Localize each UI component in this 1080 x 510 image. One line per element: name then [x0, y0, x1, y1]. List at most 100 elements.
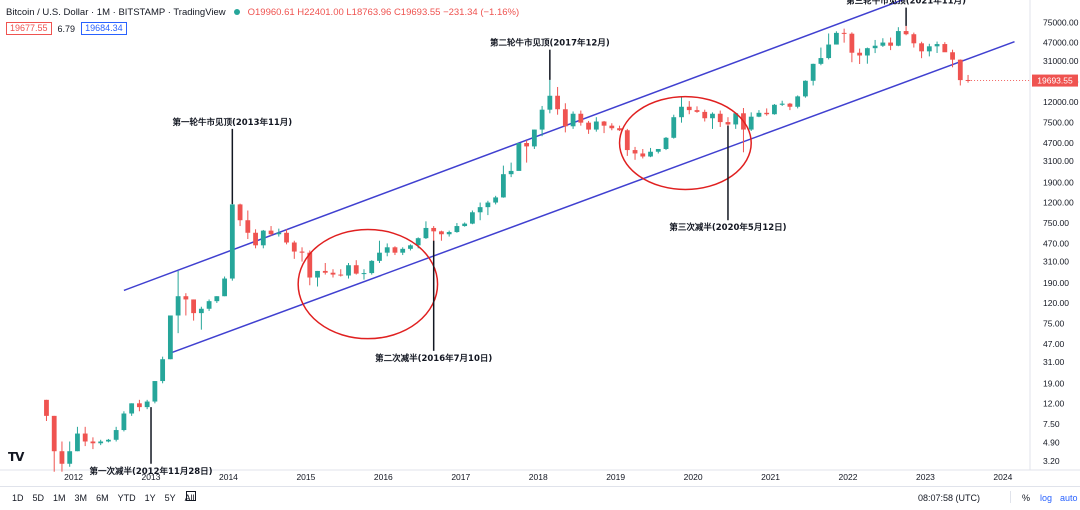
candle-body[interactable]	[686, 106, 692, 111]
candle-body[interactable]	[562, 109, 568, 127]
candle-body[interactable]	[493, 197, 499, 203]
candle-body[interactable]	[516, 143, 522, 171]
candle-body[interactable]	[423, 227, 429, 239]
candle-body[interactable]	[555, 95, 560, 110]
candle-body[interactable]	[330, 272, 336, 275]
candle-body[interactable]	[291, 242, 297, 252]
candle-body[interactable]	[129, 403, 135, 414]
candle-body[interactable]	[98, 441, 104, 444]
candle-body[interactable]	[849, 33, 855, 53]
candle-body[interactable]	[299, 251, 305, 253]
candle-body[interactable]	[531, 129, 537, 147]
candle-body[interactable]	[795, 96, 801, 107]
candle-body[interactable]	[864, 48, 870, 56]
last-price-tag[interactable]	[1032, 74, 1078, 87]
candle-body[interactable]	[400, 248, 406, 253]
candle-body[interactable]	[431, 227, 437, 232]
tradingview-logo[interactable]: 𝗧𝗩	[8, 450, 25, 464]
candle-body[interactable]	[191, 299, 197, 314]
log-scale-button[interactable]: log	[1040, 493, 1053, 503]
highlight-circle[interactable]	[297, 228, 439, 340]
candle-body[interactable]	[415, 238, 421, 246]
candle-body[interactable]	[377, 252, 382, 261]
candle-body[interactable]	[508, 170, 514, 175]
candle-body[interactable]	[214, 296, 220, 302]
price-chart[interactable]: 75000.0047000.0031000.0019000.0012000.00…	[0, 0, 1080, 486]
candle-body[interactable]	[779, 103, 785, 105]
candle-body[interactable]	[315, 270, 320, 278]
candle-body[interactable]	[942, 44, 948, 53]
range-button-ytd[interactable]: YTD	[117, 493, 136, 503]
candle-body[interactable]	[276, 232, 282, 235]
clock-readout[interactable]: 08:07:58 (UTC)	[918, 493, 981, 503]
candle-body[interactable]	[857, 52, 863, 56]
candle-body[interactable]	[640, 153, 646, 157]
candle-body[interactable]	[524, 143, 530, 147]
range-button-1m[interactable]: 1M	[53, 493, 66, 503]
candle-body[interactable]	[919, 43, 924, 52]
candle-body[interactable]	[338, 274, 344, 276]
candle-body[interactable]	[144, 401, 150, 408]
candle-body[interactable]	[903, 31, 909, 35]
candle-body[interactable]	[237, 204, 243, 221]
candle-body[interactable]	[586, 122, 591, 130]
candle-body[interactable]	[803, 80, 808, 97]
candle-body[interactable]	[655, 148, 661, 152]
candle-body[interactable]	[462, 223, 468, 227]
candle-body[interactable]	[826, 44, 832, 59]
candle-body[interactable]	[408, 245, 413, 249]
candle-body[interactable]	[152, 381, 158, 402]
candle-body[interactable]	[934, 44, 940, 47]
candle-body[interactable]	[183, 296, 189, 300]
candle-body[interactable]	[717, 113, 723, 123]
candle-body[interactable]	[90, 441, 96, 444]
candle-body[interactable]	[369, 260, 375, 274]
candle-body[interactable]	[82, 433, 88, 442]
percent-scale-button[interactable]: %	[1022, 493, 1031, 503]
candle-body[interactable]	[206, 301, 212, 309]
candle-body[interactable]	[725, 122, 731, 125]
range-button-all[interactable]: All	[184, 493, 195, 503]
candle-body[interactable]	[113, 430, 119, 440]
candle-body[interactable]	[439, 231, 444, 235]
candle-body[interactable]	[578, 113, 584, 123]
symbol-title[interactable]: Bitcoin / U.S. Dollar · 1M · BITSTAMP · …	[6, 6, 226, 18]
candle-body[interactable]	[253, 232, 258, 246]
range-button-5d[interactable]: 5D	[32, 493, 45, 503]
candle-body[interactable]	[307, 252, 313, 278]
candle-body[interactable]	[284, 232, 289, 243]
range-button-5y[interactable]: 5Y	[164, 493, 176, 503]
candle-body[interactable]	[59, 451, 65, 464]
candle-body[interactable]	[485, 202, 491, 208]
candle-body[interactable]	[470, 212, 475, 224]
candle-body[interactable]	[609, 125, 615, 129]
candle-body[interactable]	[841, 32, 847, 34]
highlight-circle[interactable]	[618, 95, 752, 191]
candle-body[interactable]	[702, 111, 708, 119]
candle-body[interactable]	[67, 451, 73, 464]
candle-body[interactable]	[764, 112, 770, 115]
channel-line[interactable]	[170, 41, 1015, 354]
candle-body[interactable]	[617, 128, 622, 131]
candle-body[interactable]	[500, 174, 506, 198]
candle-body[interactable]	[322, 270, 328, 273]
candle-body[interactable]	[446, 232, 452, 235]
candle-body[interactable]	[136, 403, 142, 408]
range-button-1d[interactable]: 1D	[12, 493, 24, 503]
candle-body[interactable]	[694, 110, 700, 112]
candle-body[interactable]	[756, 112, 762, 117]
candle-body[interactable]	[733, 113, 739, 125]
candle-body[interactable]	[167, 315, 173, 360]
candle-body[interactable]	[818, 58, 824, 64]
candle-body[interactable]	[106, 439, 111, 442]
candle-body[interactable]	[710, 113, 715, 119]
candle-body[interactable]	[748, 116, 754, 130]
candle-body[interactable]	[384, 247, 390, 253]
candle-body[interactable]	[198, 308, 204, 314]
candle-body[interactable]	[648, 151, 653, 157]
candle-body[interactable]	[593, 121, 599, 130]
candle-body[interactable]	[601, 121, 607, 126]
ask-price[interactable]: 19684.34	[81, 22, 127, 35]
candle-body[interactable]	[895, 31, 901, 46]
candle-body[interactable]	[547, 95, 553, 110]
